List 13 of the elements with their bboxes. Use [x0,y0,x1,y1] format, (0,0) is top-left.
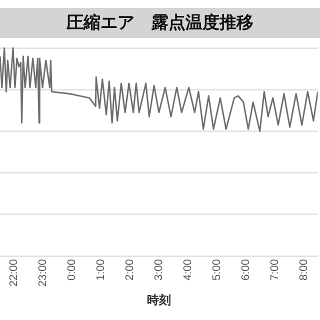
x-tick-label: 0:00 [66,259,78,280]
x-tick-label: 4:00 [182,259,194,280]
chart-title: 圧縮エア 露点温度推移 [0,8,320,38]
x-tick-label: 6:00 [240,259,252,280]
x-tick-label: 7:00 [268,259,281,280]
x-tick-label: 23:00 [37,259,50,287]
x-tick-label: 22:00 [8,259,20,287]
x-tick-label: 1:00 [94,259,107,280]
x-tick-label: 3:00 [152,259,165,280]
x-tick-label: 8:00 [298,259,310,280]
x-tick-label: 2:00 [124,259,136,280]
x-tick-label: 5:00 [210,259,223,280]
x-axis-title: 時刻 [146,293,171,308]
